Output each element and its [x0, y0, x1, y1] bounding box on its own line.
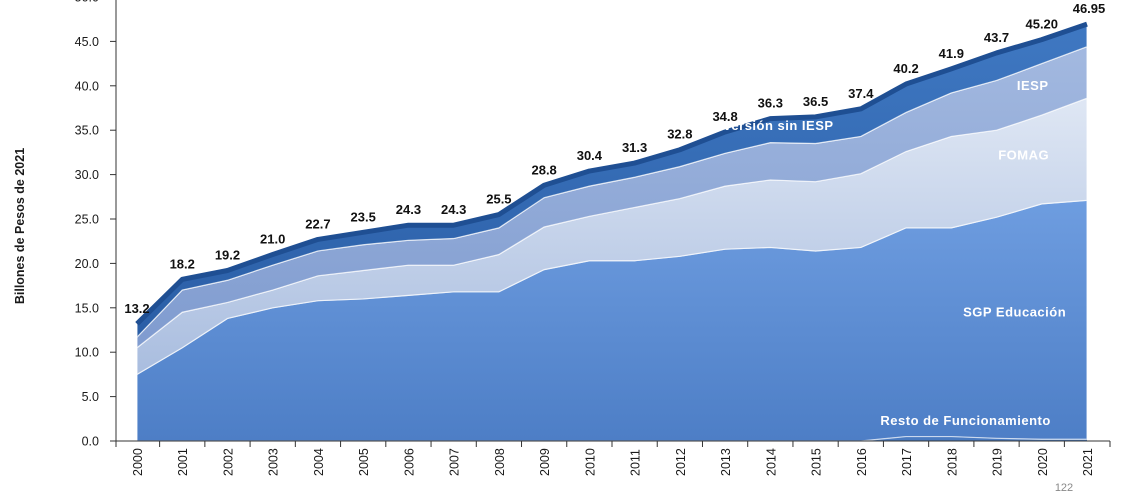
total-data-label: 22.7 — [305, 216, 330, 231]
total-data-label: 13.2 — [124, 301, 149, 316]
total-data-label: 41.9 — [939, 46, 964, 61]
total-data-label: 23.5 — [351, 209, 376, 224]
label-iesp: IESP — [1017, 78, 1049, 93]
label-resto-funcionamiento: Resto de Funcionamiento — [880, 413, 1050, 428]
y-tick-label: 40.0 — [75, 79, 99, 93]
total-data-label: 25.5 — [486, 192, 511, 207]
total-data-label: 31.3 — [622, 140, 647, 155]
x-tick-label: 2018 — [945, 448, 959, 476]
y-tick-label: 20.0 — [75, 257, 99, 271]
x-tick-label: 2002 — [221, 448, 235, 476]
y-tick-label: 0.0 — [82, 435, 99, 449]
x-tick-label: 2020 — [1036, 448, 1050, 476]
total-data-label: 24.3 — [396, 202, 421, 217]
x-tick-label: 2014 — [764, 448, 778, 476]
y-tick-label: 50.0 — [75, 0, 99, 5]
total-data-label: 18.2 — [170, 256, 195, 271]
chart-total-labels: 13.2 18.2 19.2 21.0 22.7 23.5 24.3 24.3 25.5 28.8… — [124, 1, 1105, 316]
total-data-label: 19.2 — [215, 248, 240, 263]
page-number: 122 — [1055, 482, 1073, 491]
y-tick-label: 25.0 — [75, 213, 99, 227]
x-tick-label: 2007 — [448, 448, 462, 476]
x-tick-label: 2004 — [312, 448, 326, 476]
x-tick-label: 2011 — [629, 449, 643, 476]
label-inversion-sin-iesp: Inversión sin IESP — [711, 118, 833, 133]
x-tick-label: 2001 — [176, 448, 190, 476]
total-data-label: 34.8 — [712, 109, 737, 124]
total-data-label: 45.20 — [1025, 17, 1058, 32]
total-data-label: 21.0 — [260, 232, 285, 247]
x-tick-label: 2006 — [402, 448, 416, 476]
label-sgp-educacion: SGP Educación — [963, 305, 1066, 320]
x-tick-label: 2013 — [719, 448, 733, 476]
x-tick-label: 2021 — [1081, 448, 1095, 476]
chart-areas — [135, 21, 1088, 442]
total-data-label: 28.8 — [531, 162, 556, 177]
total-outline — [135, 21, 1088, 326]
x-tick-label: 2015 — [810, 448, 824, 476]
total-data-label: 32.8 — [667, 127, 692, 142]
total-data-label: 24.3 — [441, 202, 466, 217]
total-data-label: 43.7 — [984, 30, 1009, 45]
x-tick-label: 2010 — [583, 448, 597, 476]
x-tick-label: 2016 — [855, 448, 869, 476]
total-data-label: 36.3 — [758, 96, 783, 111]
total-data-label: 30.4 — [577, 148, 603, 163]
x-tick-label: 2009 — [538, 448, 552, 476]
total-data-label: 36.5 — [803, 94, 828, 109]
y-tick-label: 30.0 — [75, 168, 99, 182]
chart-axes: 0.0 5.0 10.0 15.0 20.0 25.0 30.0 35.0 40.0 45.0 50… — [75, 0, 1111, 476]
label-fomag: FOMAG — [998, 148, 1049, 163]
x-tick-label: 2005 — [357, 448, 371, 476]
x-tick-label: 2017 — [900, 448, 914, 476]
x-tick-label: 2012 — [674, 448, 688, 476]
x-tick-label: 2003 — [267, 448, 281, 476]
chart-series-labels: Resto de Funcionamiento SGP Educación FOMA… — [711, 78, 1066, 428]
total-data-label: 37.4 — [848, 86, 874, 101]
x-tick-label: 2019 — [991, 448, 1005, 476]
y-tick-label: 45.0 — [75, 35, 99, 49]
total-data-label: 46.95 — [1073, 1, 1106, 16]
y-tick-label: 15.0 — [75, 301, 99, 315]
x-tick-label: 2008 — [493, 448, 507, 476]
total-data-label: 40.2 — [893, 61, 918, 76]
y-tick-label: 5.0 — [82, 390, 99, 404]
y-tick-label: 35.0 — [75, 124, 99, 138]
x-tick-label: 2000 — [131, 448, 145, 476]
y-axis-label: Billones de Pesos de 2021 — [13, 148, 27, 304]
y-tick-label: 10.0 — [75, 346, 99, 360]
